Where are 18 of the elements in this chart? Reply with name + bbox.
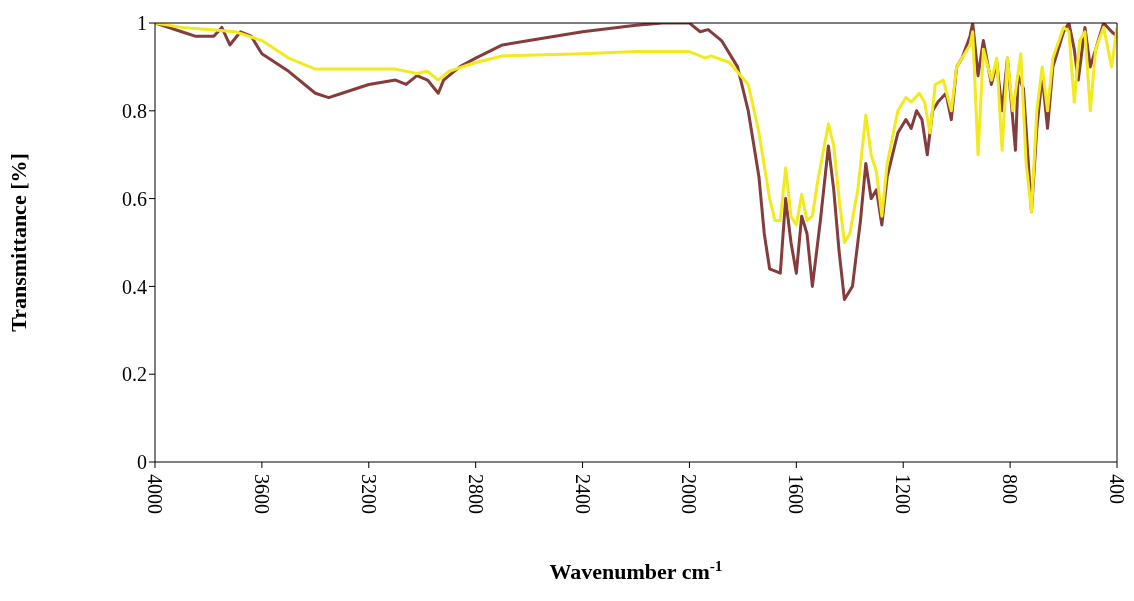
y-axis-title: Transmittance [%] [6,153,31,332]
x-tick-label: 800 [999,474,1022,504]
x-tick-label: 2800 [464,474,487,514]
y-tick-label: 0.4 [122,275,147,298]
x-tick-label: 1200 [892,474,915,514]
y-tick-label: 0.6 [122,187,147,210]
x-tick-label: 400 [1106,474,1128,504]
x-tick-label: 3200 [357,474,380,514]
x-tick-label: 2000 [678,474,701,514]
x-tick-label: 3600 [250,474,273,514]
x-axis-title: Wavenumber cm$^{-1}$ [549,556,723,584]
y-tick-label: 0.8 [122,99,147,122]
y-tick-label: 1 [137,12,147,35]
x-tick-label: 4000 [144,474,166,514]
x-tick-label: 1600 [785,474,808,514]
y-tick-label: 0.2 [122,363,147,386]
x-tick-label: 2400 [571,474,594,514]
y-tick-label: 0 [137,451,147,474]
